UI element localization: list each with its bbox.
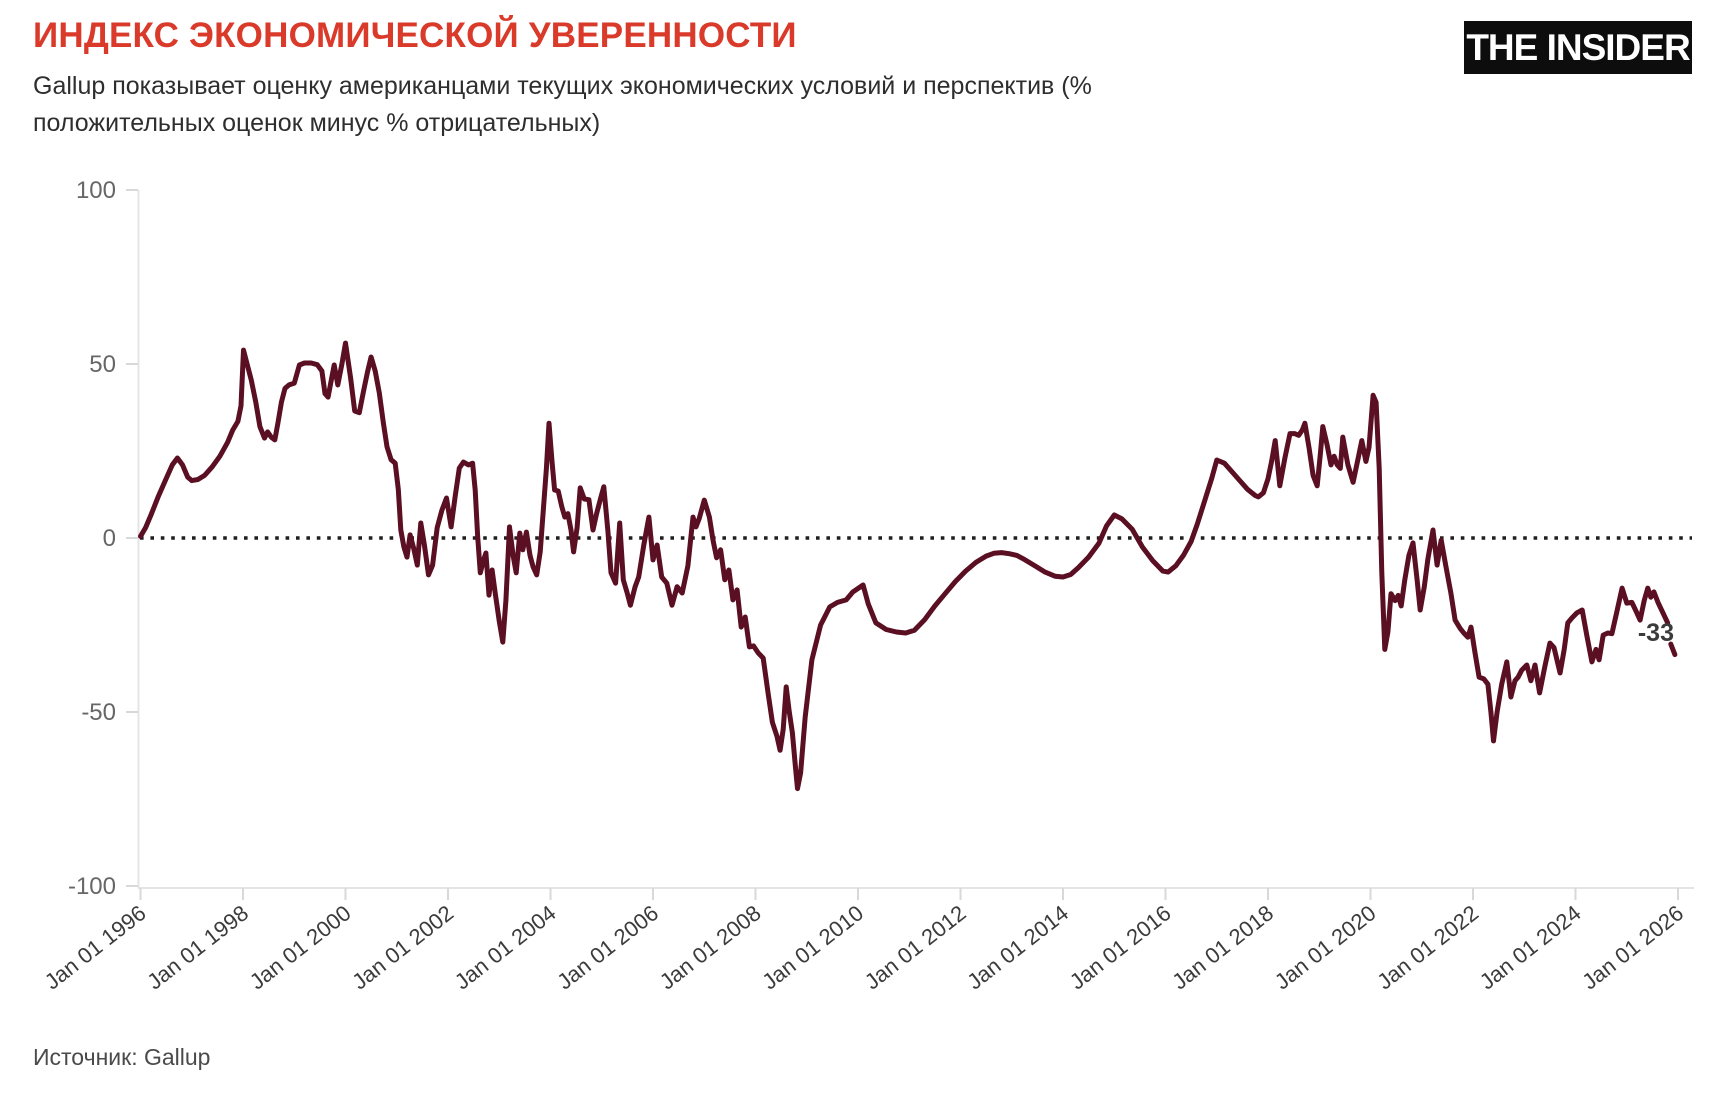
x-axis-label: Jan 01 2018 <box>1167 900 1278 994</box>
x-axis-label: Jan 01 2002 <box>347 900 458 994</box>
confidence-line <box>138 340 1671 792</box>
x-axis-label: Jan 01 2004 <box>450 900 561 994</box>
x-axis-label: Jan 01 2024 <box>1475 900 1586 994</box>
source-note: Источник: Gallup <box>33 1044 211 1070</box>
last-value-label: -33 <box>1638 619 1674 647</box>
x-axis-label: Jan 01 2026 <box>1577 900 1688 994</box>
subtitle-line-1: Gallup показывает оценку американцами те… <box>33 72 1092 100</box>
x-axis-label: Jan 01 2010 <box>757 900 868 994</box>
x-axis-label: Jan 01 2012 <box>860 900 971 994</box>
x-axis-label: Jan 01 2006 <box>552 900 663 994</box>
x-axis-label: Jan 01 2008 <box>655 900 766 994</box>
y-axis-label: 50 <box>89 351 116 378</box>
x-axis-label: Jan 01 2016 <box>1065 900 1176 994</box>
x-axis-label: Jan 01 1996 <box>40 900 151 994</box>
confidence-line-tail <box>1668 641 1678 658</box>
x-axis-label: Jan 01 2014 <box>962 900 1073 994</box>
y-axis-label: 100 <box>76 177 116 204</box>
the-insider-logo: THE INSIDER <box>1464 21 1692 74</box>
page-title: ИНДЕКС ЭКОНОМИЧЕСКОЙ УВЕРЕННОСТИ <box>33 16 797 55</box>
x-axis-label: Jan 01 1998 <box>142 900 253 994</box>
x-axis-label: Jan 01 2000 <box>245 900 356 994</box>
y-axis-label: -100 <box>68 873 116 900</box>
x-axis-label: Jan 01 2022 <box>1372 900 1483 994</box>
chart-subtitle: Gallup показывает оценку американцами те… <box>33 68 1293 142</box>
x-axis-label: Jan 01 2020 <box>1270 900 1381 994</box>
logo-text: THE INSIDER <box>1466 26 1690 68</box>
subtitle-line-2: положительных оценок минус % отрицательн… <box>33 109 601 137</box>
y-axis-label: -50 <box>81 699 116 726</box>
y-axis-label: 0 <box>103 525 116 552</box>
